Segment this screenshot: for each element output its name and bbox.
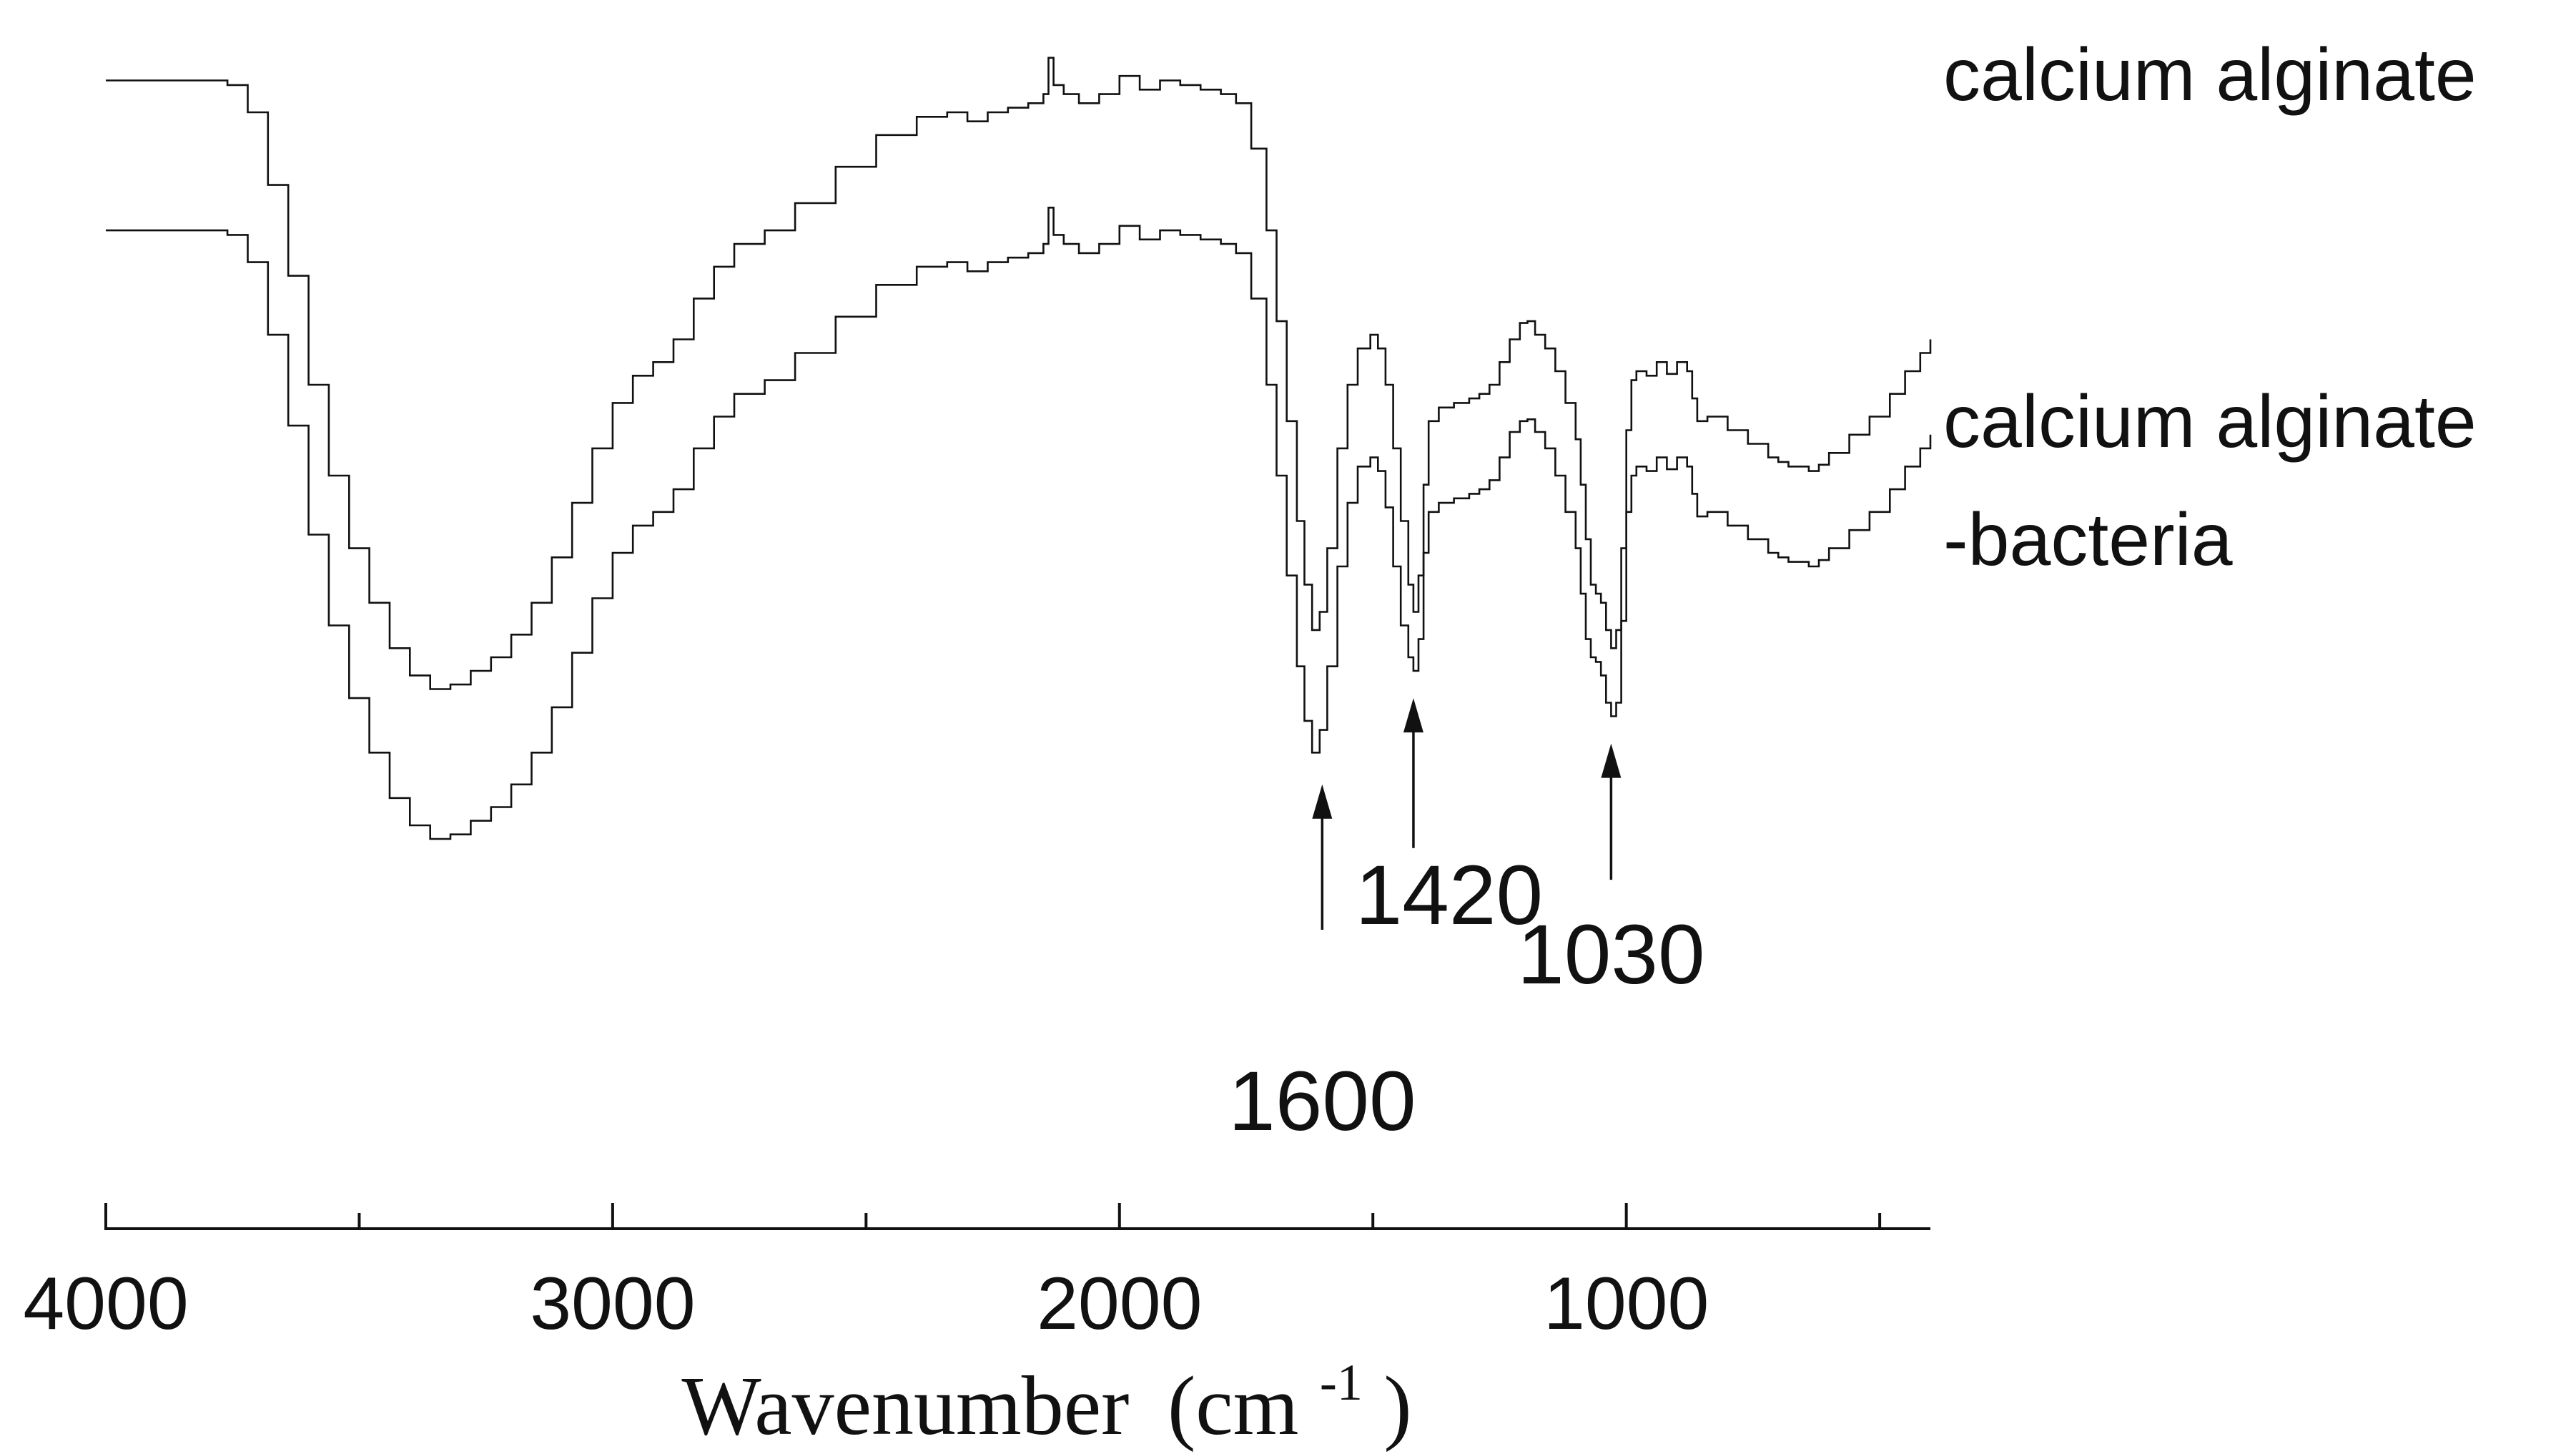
annotation-arrowhead	[1601, 743, 1622, 778]
annotation-arrowhead	[1403, 698, 1423, 733]
annotation-label: 1030	[1517, 908, 1705, 1002]
x-tick-label: 3000	[530, 1262, 695, 1345]
x-axis-title: Wavenumber (cm -1 )	[681, 1325, 1411, 1453]
x-axis-title-unit-sup: -1	[1320, 1354, 1363, 1411]
series-line	[106, 57, 1932, 690]
x-axis-title-unit-open: (cm	[1168, 1359, 1298, 1453]
series-layer	[106, 57, 1932, 840]
series-labels: calcium alginate calcium alginate -bacteri…	[1943, 34, 2477, 581]
x-tick-label: 2000	[1037, 1262, 1202, 1345]
x-axis-title-text: Wavenumber	[681, 1359, 1129, 1453]
annotation-label: 1600	[1228, 1054, 1416, 1149]
series-label: -bacteria	[1943, 498, 2233, 581]
series-label: calcium alginate	[1943, 34, 2477, 117]
series-label: calcium alginate	[1943, 380, 2477, 463]
annotation-arrowhead	[1312, 784, 1333, 819]
annotation-label: 1420	[1356, 848, 1544, 943]
x-tick-label: 4000	[23, 1262, 188, 1345]
x-axis-title-unit-close: )	[1383, 1359, 1411, 1453]
x-axis: 4000 3000 2000 1000	[23, 1203, 1930, 1345]
series-line	[106, 207, 1932, 840]
x-tick-label: 1000	[1544, 1262, 1709, 1345]
